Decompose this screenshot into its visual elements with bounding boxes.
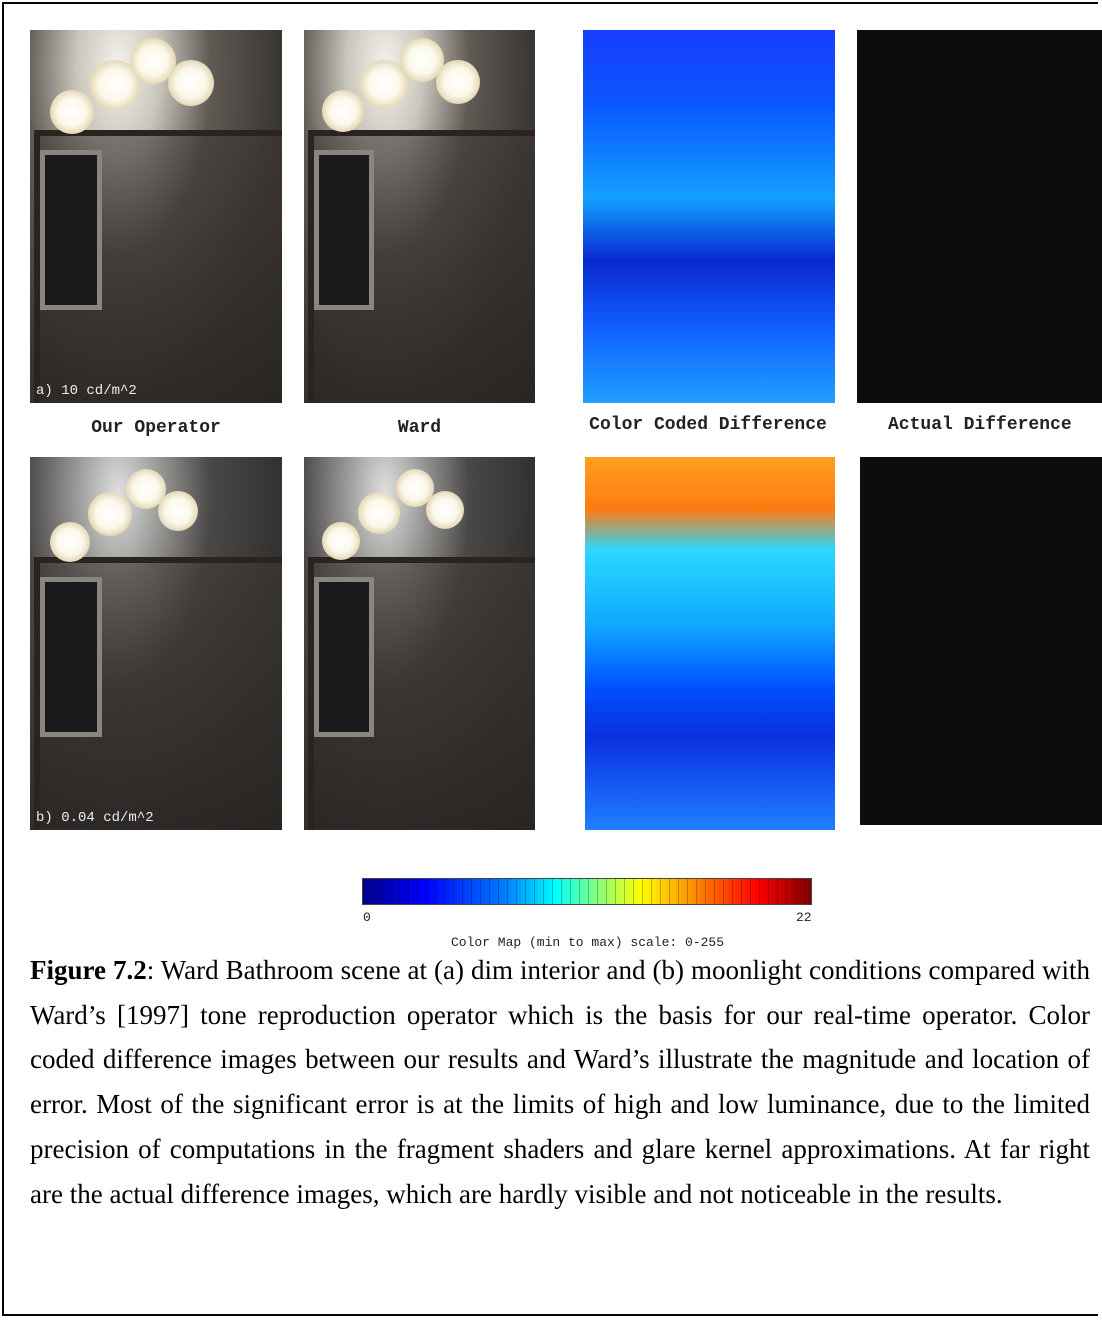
image-actual-diff-b — [860, 457, 1102, 825]
caption-text: : Ward Bathroom scene at (a) dim interio… — [30, 955, 1090, 1209]
row-label: a) 10 cd/m^2 — [36, 383, 137, 399]
column-label: Ward — [304, 418, 535, 438]
row-label: b) 0.04 cd/m^2 — [36, 810, 154, 826]
image-our-operator-a: a) 10 cd/m^2 — [30, 30, 282, 403]
image-ward-b — [304, 457, 535, 830]
column-label: Color Coded Difference — [563, 415, 853, 435]
colorbar-min: 0 — [363, 910, 371, 925]
image-ward-a — [304, 30, 535, 403]
colorbar — [362, 878, 812, 905]
colorbar-max: 22 — [796, 910, 812, 925]
image-our-operator-b: b) 0.04 cd/m^2 — [30, 457, 282, 830]
image-color-diff-a — [583, 30, 835, 403]
page: a) 10 cd/m^2 Our Operator Ward Color Cod… — [0, 0, 1102, 1320]
figure-caption: Figure 7.2: Ward Bathroom scene at (a) d… — [30, 948, 1090, 1216]
image-actual-diff-a — [857, 30, 1102, 403]
column-label: Our Operator — [30, 418, 282, 438]
caption-label: Figure 7.2 — [30, 955, 147, 985]
image-color-diff-b — [585, 457, 835, 830]
column-label: Actual Difference — [888, 415, 1072, 435]
